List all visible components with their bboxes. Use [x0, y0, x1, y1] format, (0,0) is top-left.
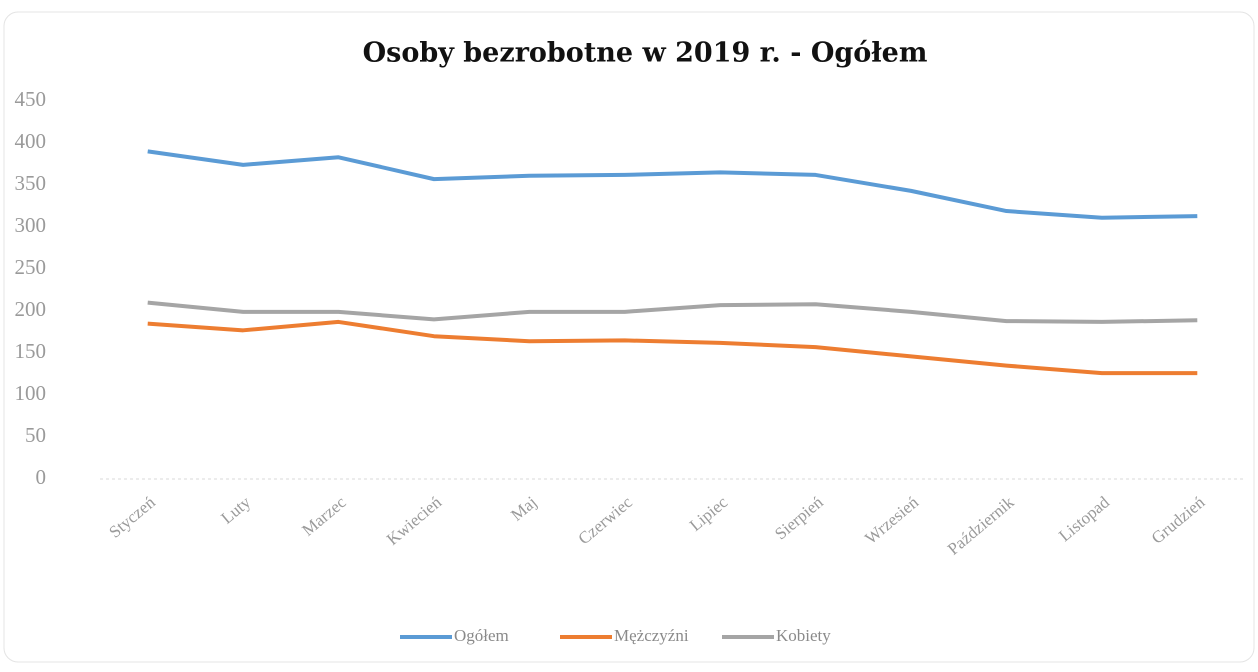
- x-tick-label: Sierpień: [771, 492, 827, 543]
- x-tick-label: Grudzień: [1148, 492, 1209, 548]
- y-tick-label: 250: [15, 255, 47, 279]
- y-tick-label: 350: [15, 171, 47, 195]
- line-series: [147, 149, 1198, 220]
- x-tick-label: Styczeń: [105, 492, 159, 541]
- y-tick-label: 0: [36, 465, 47, 489]
- legend-label: Ogółem: [454, 626, 509, 645]
- y-tick-label: 150: [15, 339, 47, 363]
- y-tick-label: 300: [15, 213, 47, 237]
- legend-label: Mężczyźni: [614, 626, 689, 645]
- chart-frame: [3, 11, 1255, 663]
- x-tick-label: Maj: [507, 493, 540, 525]
- x-tick-label: Kwiecień: [383, 492, 445, 549]
- x-tick-label: Październik: [944, 492, 1018, 558]
- x-tick-label: Czerwiec: [574, 492, 636, 548]
- x-tick-label: Marzec: [298, 492, 350, 540]
- y-tick-label: 50: [25, 423, 46, 447]
- y-tick-label: 100: [15, 381, 47, 405]
- line-series: [147, 300, 1198, 324]
- legend-label: Kobiety: [776, 626, 831, 645]
- x-tick-label: Luty: [217, 492, 254, 528]
- x-tick-label: Listopad: [1055, 492, 1113, 545]
- y-tick-label: 400: [15, 129, 47, 153]
- y-tick-label: 450: [15, 87, 47, 111]
- chart-title: Osoby bezrobotne w 2019 r. - Ogółem: [363, 38, 928, 69]
- x-tick-label: Wrzesień: [861, 492, 922, 548]
- y-tick-label: 200: [15, 297, 47, 321]
- line-series: [147, 319, 1198, 376]
- x-tick-label: Lipiec: [686, 492, 732, 535]
